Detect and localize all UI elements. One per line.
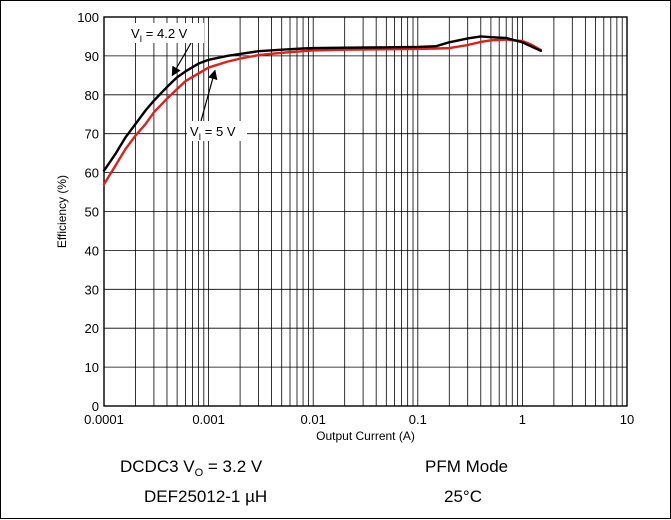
y-tick-label: 80	[85, 88, 99, 103]
annotation-vi-4-2v-text: VI = 4.2 V	[131, 26, 188, 44]
series-line-vi-4-2v	[102, 35, 543, 172]
x-tick-label: 1	[519, 412, 526, 427]
y-tick-label: 100	[77, 10, 99, 25]
grid-lines	[103, 16, 627, 407]
x-tick-label: 0.0001	[84, 412, 124, 427]
plot-area-border	[103, 16, 628, 407]
annotation-vi-5v-background	[187, 121, 247, 141]
caption-inductor: DEF25012-1 µH	[144, 487, 268, 506]
x-tick-label: 0.1	[409, 412, 427, 427]
caption-temperature: 25°C	[444, 487, 482, 506]
x-axis-label: Output Current (A)	[316, 429, 415, 443]
annotation-vi-5v: VI = 5 V	[187, 121, 247, 142]
caption-output-voltage-prefix: DCDC3 V	[120, 457, 195, 476]
annotation-vi-4-2v-arrow	[171, 42, 192, 77]
annotation-vi-5v-text: VI = 5 V	[190, 124, 236, 142]
caption-output-voltage-subscript: O	[194, 467, 204, 479]
x-tick-label: 0.01	[301, 412, 326, 427]
y-tick-label: 0	[92, 399, 99, 414]
y-tick-label: 50	[85, 205, 99, 220]
x-tick-label: 0.001	[192, 412, 225, 427]
y-tick-label: 30	[85, 282, 99, 297]
annotation-vi-4-2v-background	[128, 23, 204, 43]
y-tick-label: 10	[85, 360, 99, 375]
annotation-vi-5v-arrow	[200, 69, 218, 122]
caption-output-voltage-suffix: = 3.2 V	[203, 457, 263, 476]
x-tick-label: 10	[620, 412, 634, 427]
annotation-vi-4-2v: VI = 4.2 V	[128, 23, 204, 44]
caption-output-voltage: DCDC3 VO = 3.2 V	[120, 457, 262, 479]
y-tick-label: 20	[85, 321, 99, 336]
y-tick-label: 90	[85, 49, 99, 64]
series-line-vi-5v	[102, 38, 543, 186]
y-tick-label: 70	[85, 127, 99, 142]
y-tick-label: 40	[85, 243, 99, 258]
caption-mode: PFM Mode	[425, 457, 509, 476]
y-tick-label: 60	[85, 166, 99, 181]
y-axis-label: Efficiency (%)	[55, 175, 69, 248]
